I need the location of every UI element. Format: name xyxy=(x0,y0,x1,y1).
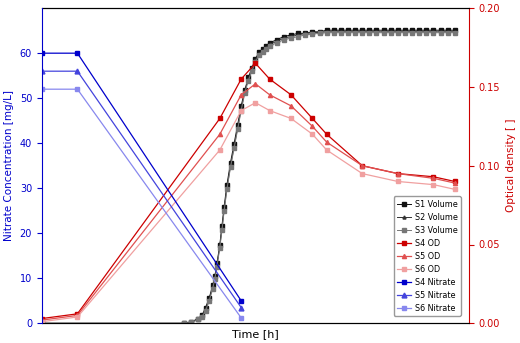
S5 OD xyxy=(309,124,316,128)
S5 OD xyxy=(238,93,244,97)
S6 Nitrate xyxy=(38,87,45,91)
S5 OD xyxy=(323,140,330,144)
S4 OD xyxy=(395,172,401,176)
S6 OD xyxy=(252,100,258,105)
S5 OD xyxy=(74,314,81,318)
S5 Nitrate xyxy=(38,69,45,73)
Line: S1 Volume: S1 Volume xyxy=(40,29,457,325)
S4 OD xyxy=(309,116,316,120)
S6 OD xyxy=(452,187,458,191)
S3 Volume xyxy=(452,31,458,35)
Line: S4 Nitrate: S4 Nitrate xyxy=(40,51,244,303)
S2 Volume xyxy=(323,30,330,34)
S1 Volume xyxy=(199,314,205,318)
S1 Volume xyxy=(38,321,45,326)
S2 Volume xyxy=(38,321,45,326)
S4 OD xyxy=(359,164,366,168)
S2 Volume xyxy=(263,46,269,50)
S6 OD xyxy=(267,108,273,113)
S2 Volume xyxy=(199,314,205,318)
S1 Volume xyxy=(452,28,458,32)
S5 OD xyxy=(38,318,45,322)
S6 OD xyxy=(431,182,437,187)
S4 OD xyxy=(252,61,258,66)
S4 Nitrate xyxy=(74,51,81,55)
S5 OD xyxy=(252,82,258,86)
S5 Nitrate xyxy=(238,306,244,310)
Y-axis label: Nitrate Concentration [mg/L]: Nitrate Concentration [mg/L] xyxy=(4,90,14,241)
S1 Volume xyxy=(242,88,248,92)
S2 Volume xyxy=(242,90,248,94)
S1 Volume xyxy=(323,28,330,32)
S3 Volume xyxy=(38,321,45,326)
S1 Volume xyxy=(431,28,437,32)
S4 OD xyxy=(74,312,81,316)
S2 Volume xyxy=(431,30,437,34)
X-axis label: Time [h]: Time [h] xyxy=(232,329,279,339)
S6 OD xyxy=(38,320,45,324)
Line: S2 Volume: S2 Volume xyxy=(40,30,457,325)
Line: S5 OD: S5 OD xyxy=(40,82,457,322)
S3 Volume xyxy=(323,31,330,35)
Y-axis label: Optical density [ ]: Optical density [ ] xyxy=(506,119,516,212)
S3 Volume xyxy=(309,32,316,36)
S6 Nitrate xyxy=(238,316,244,320)
S5 OD xyxy=(359,164,366,168)
S3 Volume xyxy=(431,31,437,35)
S4 Nitrate xyxy=(238,299,244,303)
S4 OD xyxy=(217,116,223,120)
S5 OD xyxy=(267,93,273,97)
S5 OD xyxy=(431,176,437,180)
S4 OD xyxy=(38,317,45,321)
S6 OD xyxy=(238,108,244,113)
S3 Volume xyxy=(263,47,269,51)
Line: S4 OD: S4 OD xyxy=(40,61,457,321)
S4 OD xyxy=(323,132,330,136)
Line: S5 Nitrate: S5 Nitrate xyxy=(40,69,244,310)
S1 Volume xyxy=(263,44,269,48)
Legend: S1 Volume, S2 Volume, S3 Volume, S4 OD, S5 OD, S6 OD, S4 Nitrate, S5 Nitrate, S6: S1 Volume, S2 Volume, S3 Volume, S4 OD, … xyxy=(394,197,461,316)
S5 Nitrate xyxy=(74,69,81,73)
Line: S3 Volume: S3 Volume xyxy=(40,31,457,325)
S5 OD xyxy=(395,172,401,176)
S6 OD xyxy=(74,315,81,319)
S6 OD xyxy=(217,148,223,152)
S6 OD xyxy=(309,132,316,136)
S2 Volume xyxy=(452,30,458,34)
S2 Volume xyxy=(309,31,316,35)
S4 OD xyxy=(267,77,273,81)
S4 Nitrate xyxy=(38,51,45,55)
S4 OD xyxy=(238,77,244,81)
S6 OD xyxy=(323,148,330,152)
S6 OD xyxy=(395,179,401,184)
S6 OD xyxy=(359,172,366,176)
S1 Volume xyxy=(331,28,337,32)
S5 OD xyxy=(288,104,294,108)
S3 Volume xyxy=(242,91,248,95)
S3 Volume xyxy=(199,315,205,319)
S6 Nitrate xyxy=(74,87,81,91)
S5 OD xyxy=(217,132,223,136)
S5 OD xyxy=(452,181,458,185)
S6 OD xyxy=(288,116,294,120)
S4 OD xyxy=(431,175,437,179)
S4 OD xyxy=(452,179,458,184)
S4 OD xyxy=(288,93,294,97)
S1 Volume xyxy=(309,30,316,34)
S2 Volume xyxy=(331,30,337,34)
Line: S6 Nitrate: S6 Nitrate xyxy=(40,87,244,320)
Line: S6 OD: S6 OD xyxy=(40,100,457,324)
S3 Volume xyxy=(331,31,337,35)
